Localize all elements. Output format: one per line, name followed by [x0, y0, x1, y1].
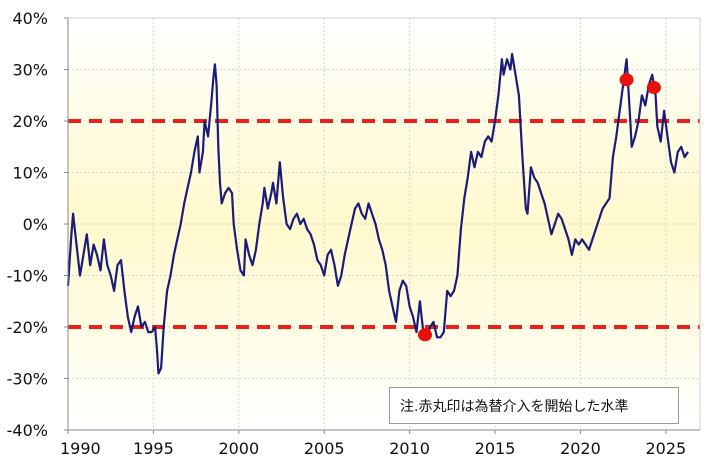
y-tick-label: 10%	[12, 164, 48, 183]
x-tick-label: 1995	[133, 439, 174, 458]
x-tick-label: 2000	[218, 439, 259, 458]
series-group	[66, 52, 689, 375]
y-tick-label: -20%	[7, 318, 48, 337]
x-tick-label: 2010	[389, 439, 430, 458]
x-tick-label: 1990	[60, 439, 101, 458]
y-tick-label: -40%	[7, 421, 48, 440]
intervention-marker	[417, 328, 432, 342]
reference-lines	[68, 119, 700, 329]
intervention-marker	[619, 73, 634, 87]
annotation-note: 注.赤丸印は為替介入を開始した水準	[389, 387, 679, 424]
x-tick-label: 2015	[475, 439, 516, 458]
series-line	[66, 52, 689, 375]
intervention-marker	[646, 81, 661, 95]
y-tick-labels: 40% 30% 20% 10% 0% -10% -20% -30% -40%	[7, 9, 48, 440]
x-tick-labels: 1990 1995 2000 2005 2010 2015 2020 2025	[60, 439, 686, 458]
x-tick-label: 2005	[304, 439, 345, 458]
marker-group	[417, 73, 661, 342]
y-tick-label: 20%	[12, 112, 48, 131]
y-tick-label: -30%	[7, 370, 48, 389]
y-tick-label: 0%	[23, 215, 48, 234]
x-tick-label: 2020	[560, 439, 601, 458]
x-tick-label: 2025	[645, 439, 686, 458]
y-tick-label: 40%	[12, 9, 48, 28]
axes	[64, 17, 701, 434]
y-tick-label: 30%	[12, 61, 48, 80]
y-tick-label: -10%	[7, 267, 48, 286]
